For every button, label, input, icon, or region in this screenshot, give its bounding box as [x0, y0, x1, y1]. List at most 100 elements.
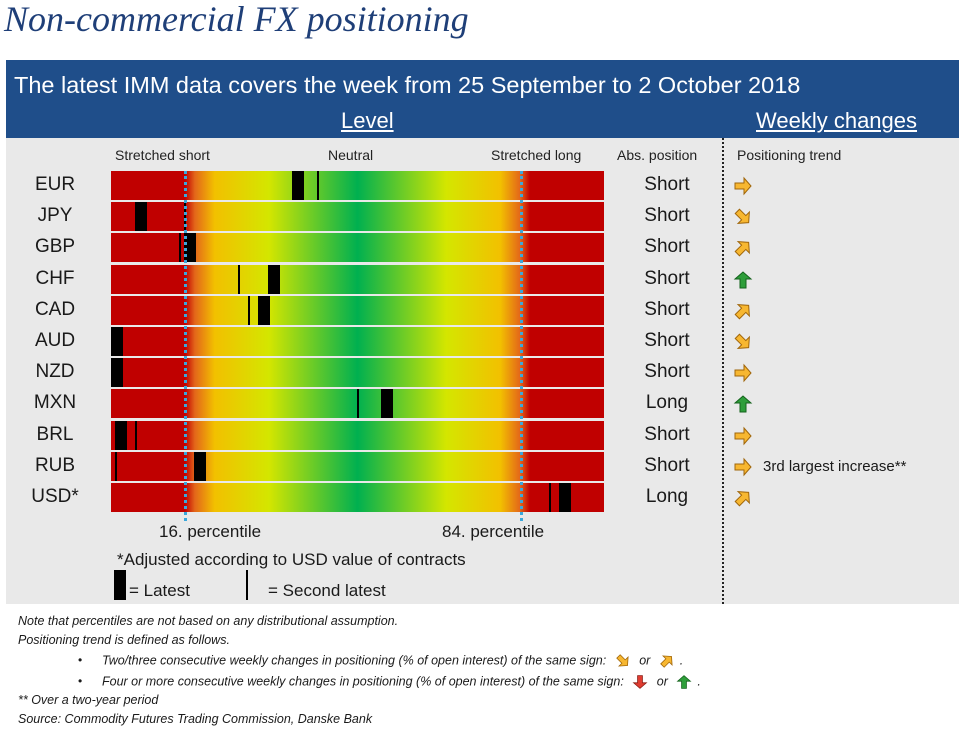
positioning-trend-cell — [733, 327, 753, 357]
usd-footnote: *Adjusted according to USD value of cont… — [117, 550, 466, 569]
latest-marker — [134, 202, 147, 232]
second-latest-marker — [114, 451, 117, 481]
percentile-16-label: 16. percentile — [159, 522, 262, 541]
latest-marker — [381, 389, 394, 419]
second-latest-marker — [356, 389, 359, 419]
period: . — [679, 653, 684, 668]
section-divider — [722, 138, 724, 604]
second-latest-marker — [134, 420, 137, 450]
arrow-up-green-icon — [733, 394, 753, 414]
currency-label: USD* — [31, 486, 79, 507]
positioning-trend-cell — [733, 171, 753, 201]
stretched-short-label: Stretched short — [115, 147, 210, 163]
or-word: or — [656, 674, 668, 689]
legend-latest-label: = Latest — [129, 581, 190, 600]
neutral-label: Neutral — [328, 147, 374, 163]
arrow-down-right-icon — [733, 207, 753, 227]
latest-marker — [292, 171, 305, 200]
latest-marker — [267, 264, 280, 294]
source-note: Source: Commodity Futures Trading Commis… — [18, 712, 373, 726]
currency-label: BRL — [36, 423, 74, 445]
note-percentiles: Note that percentiles are not based on a… — [18, 614, 399, 628]
positioning-trend-cell — [733, 389, 753, 419]
period: . — [697, 674, 701, 689]
banner-text: The latest IMM data covers the week from… — [14, 72, 801, 98]
abs-position-value: Short — [644, 298, 690, 320]
currency-label: CHF — [35, 267, 75, 289]
percentile-16-line — [184, 171, 187, 521]
bullet-four-more-text: Four or more consecutive weekly changes … — [102, 674, 624, 689]
arrow-right-icon — [733, 457, 753, 477]
bullet-marker: • — [78, 674, 83, 688]
currency-label: MXN — [33, 392, 77, 414]
legend-latest-marker — [114, 570, 126, 600]
abs-position-value: Long — [645, 486, 689, 507]
abs-position-value: Short — [644, 361, 690, 383]
bullet-marker: • — [78, 653, 83, 667]
latest-marker — [558, 483, 571, 512]
arrow-up-right-icon — [733, 488, 753, 508]
note-bullet-four-more: Four or more consecutive weekly changes … — [102, 674, 701, 690]
second-latest-marker — [248, 295, 251, 325]
latest-marker — [111, 327, 123, 356]
note-two-year-period: ** Over a two-year period — [18, 693, 159, 707]
currency-label: GBP — [34, 236, 76, 258]
arrow-right-icon — [733, 363, 753, 383]
positioning-trend-cell — [733, 202, 753, 232]
arrow-down-red-icon — [631, 674, 649, 690]
abs-position-value: Short — [644, 330, 690, 351]
abs-position-header: Abs. position — [617, 147, 698, 163]
stretched-long-label: Stretched long — [491, 147, 582, 163]
latest-marker — [111, 358, 123, 388]
currency-label: RUB — [34, 454, 76, 476]
abs-position-value: Long — [645, 392, 689, 414]
second-latest-marker — [548, 483, 551, 512]
arrow-up-right-icon — [733, 301, 753, 321]
currency-label: AUD — [34, 330, 76, 351]
positioning-trend-header: Positioning trend — [737, 147, 842, 163]
currency-label: NZD — [35, 361, 75, 383]
arrow-down-right-icon — [733, 332, 753, 352]
arrow-right-icon — [733, 176, 753, 196]
trend-note: 3rd largest increase** — [763, 458, 907, 476]
arrow-up-green-icon — [675, 674, 693, 690]
positioning-trend-cell — [733, 421, 753, 451]
positioning-trend-cell — [733, 483, 753, 513]
abs-position-value: Short — [644, 267, 690, 289]
weekly-changes-header: Weekly changes — [756, 108, 918, 133]
latest-marker — [193, 451, 206, 481]
abs-position-value: Short — [644, 236, 690, 258]
or-word: or — [639, 653, 651, 668]
second-latest-marker — [238, 264, 241, 294]
percentile-84-line — [520, 171, 523, 521]
positioning-trend-cell: 3rd largest increase** — [733, 452, 906, 482]
positioning-trend-cell — [733, 265, 753, 295]
latest-marker — [114, 420, 127, 450]
arrow-up-right-icon — [658, 653, 676, 669]
currency-label: EUR — [34, 174, 76, 195]
currency-label: CAD — [34, 298, 76, 320]
header-banner: The latest IMM data covers the week from… — [6, 60, 959, 138]
second-latest-marker — [179, 233, 182, 263]
bullet-two-three-text: Two/three consecutive weekly changes in … — [102, 653, 607, 668]
note-bullet-two-three: Two/three consecutive weekly changes in … — [102, 653, 683, 669]
arrow-up-green-icon — [733, 270, 753, 290]
second-latest-marker — [317, 171, 320, 200]
abs-position-value: Short — [644, 174, 690, 195]
note-trend-definition: Positioning trend is defined as follows. — [18, 633, 230, 647]
currency-label: JPY — [37, 205, 73, 227]
percentile-84-label: 84. percentile — [442, 522, 545, 541]
positioning-trend-cell — [733, 233, 753, 263]
legend-second-latest-marker — [246, 570, 248, 600]
positioning-trend-cell — [733, 358, 753, 388]
arrow-up-right-icon — [733, 238, 753, 258]
positioning-trend-cell — [733, 296, 753, 326]
latest-marker — [257, 295, 270, 325]
arrow-down-right-icon — [614, 653, 632, 669]
arrow-right-icon — [733, 426, 753, 446]
page-title: Non-commercial FX positioning — [4, 0, 469, 39]
abs-position-value: Short — [644, 454, 690, 476]
abs-position-value: Short — [644, 423, 690, 445]
level-header: Level — [341, 108, 394, 133]
abs-position-value: Short — [644, 205, 690, 227]
